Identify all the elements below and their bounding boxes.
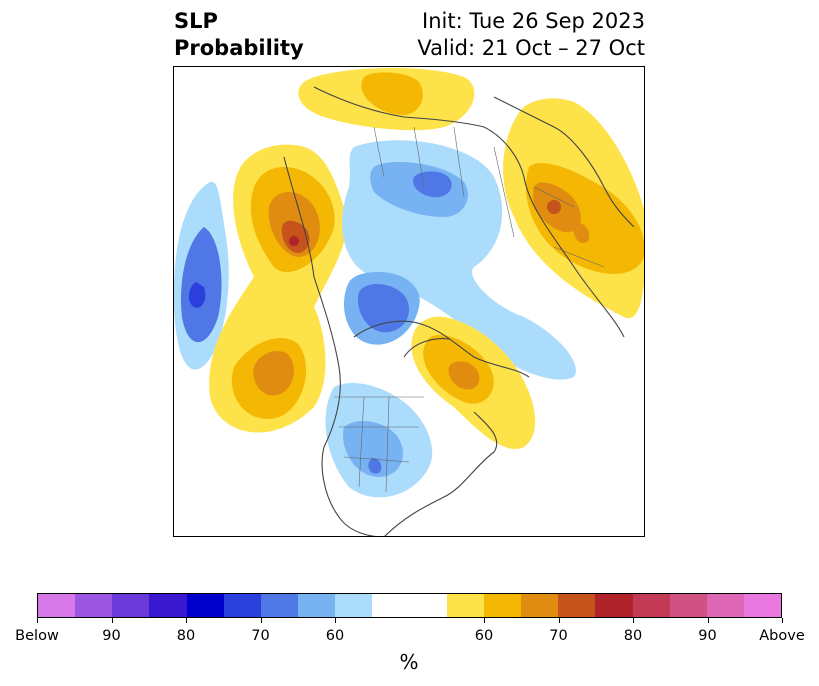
colorbar-segment (38, 594, 76, 617)
map-title-left: SLP Probability (174, 8, 304, 62)
colorbar-segment (186, 594, 224, 617)
valid-range: Valid: 21 Oct – 27 Oct (417, 36, 645, 60)
colorbar-segment (595, 594, 633, 617)
negative-anomaly-arctic (342, 140, 576, 380)
colorbar-segment (149, 594, 187, 617)
colorbar-segment (669, 594, 707, 617)
colorbar-tick-mark (111, 618, 113, 623)
title-product: Probability (174, 36, 304, 60)
colorbar-tick-mark (782, 618, 783, 623)
colorbar-tick-label: 70 (251, 628, 270, 644)
colorbar-segment (558, 594, 596, 617)
positive-anomaly-north (298, 67, 644, 319)
colorbar-segment (521, 594, 559, 617)
probability-map (173, 66, 645, 537)
colorbar-tick-label: 70 (549, 628, 568, 644)
colorbar-segment (260, 594, 299, 617)
colorbar-tick-mark (37, 618, 38, 623)
colorbar-tick-label: 90 (102, 628, 121, 644)
colorbar-tick-mark (484, 618, 485, 623)
colorbar-tick-mark (260, 618, 262, 623)
colorbar-tick-mark (707, 618, 709, 623)
positive-anomaly-east-na (411, 316, 536, 449)
title-variable: SLP (174, 9, 218, 33)
colorbar-segment (446, 594, 484, 617)
colorbar-segment (409, 594, 447, 617)
colorbar-segment (112, 594, 150, 617)
colorbar-tick-label: 90 (698, 628, 717, 644)
colorbar-tick-label: Above (759, 628, 805, 644)
colorbar-tick-label: Below (15, 628, 59, 644)
country-borders (334, 126, 605, 493)
colorbar-segment (632, 594, 670, 617)
colorbar-segment (483, 594, 522, 617)
colorbar-tick-mark (186, 618, 187, 623)
colorbar-tick-label: 80 (623, 628, 643, 644)
colorbar-tick-label: 80 (176, 628, 196, 644)
colorbar-tick-mark (633, 618, 634, 623)
polar-projection-map (174, 67, 644, 536)
colorbar (37, 593, 782, 618)
colorbar-unit-label: % (399, 650, 419, 674)
colorbar-segment (298, 594, 336, 617)
colorbar-tick-label: 60 (474, 628, 494, 644)
colorbar-segment (706, 594, 744, 617)
map-title-right: Init: Tue 26 Sep 2023 Valid: 21 Oct – 27… (417, 8, 645, 62)
colorbar-segment (743, 594, 782, 617)
negative-anomaly-usa (325, 382, 433, 498)
init-date: Init: Tue 26 Sep 2023 (422, 9, 645, 33)
colorbar-tick-label: 60 (325, 628, 345, 644)
coastlines (283, 86, 635, 536)
blue-anomaly-pacific (174, 181, 229, 370)
colorbar-tick-mark (558, 618, 560, 623)
colorbar-segment (335, 594, 373, 617)
colorbar-segment (372, 594, 410, 617)
colorbar-segment (223, 594, 261, 617)
colorbar-segment (75, 594, 113, 617)
positive-anomaly-nw (209, 144, 347, 433)
colorbar-tick-mark (335, 618, 336, 623)
